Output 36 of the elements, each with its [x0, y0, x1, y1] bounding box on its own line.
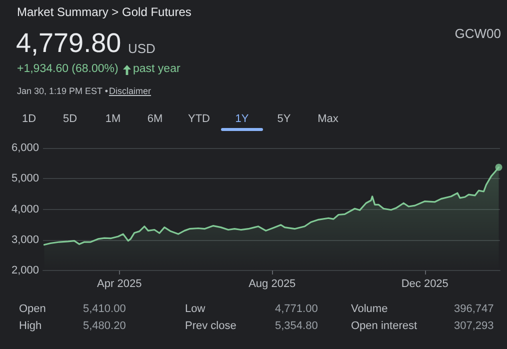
y-tick-label: 2,000 — [11, 264, 39, 276]
text: 5,480.20 — [83, 320, 126, 332]
text: Volume — [351, 303, 388, 315]
y-tick-label: 6,000 — [11, 142, 39, 154]
text: 6M — [147, 113, 163, 125]
text: Max — [318, 113, 338, 125]
text: 1Y — [235, 113, 249, 125]
x-tick-label: Dec 2025 — [401, 278, 448, 290]
text: Disclaimer — [109, 86, 152, 96]
text: 1D — [22, 113, 36, 125]
text: 1M — [105, 113, 121, 125]
y-tick-label: 4,000 — [11, 203, 39, 216]
text: Prev close — [185, 320, 236, 332]
text: Low — [185, 303, 206, 315]
text: GCW00 — [454, 26, 501, 41]
text: Open — [19, 303, 46, 315]
text: 4,771.00 — [275, 303, 318, 315]
text: 5,354.80 — [275, 320, 318, 332]
text: 307,293 — [454, 320, 494, 332]
text: 5,410.00 — [83, 303, 126, 315]
text: 5Y — [277, 113, 291, 125]
chart-title: Market Summary > Gold Futures — [17, 5, 192, 19]
text: +1,934.60 (68.00%) — [17, 63, 118, 75]
text: YTD — [188, 113, 210, 125]
text: 4,779.80 — [16, 28, 122, 59]
y-tick-label: 3,000 — [11, 234, 39, 246]
text: Jan 30, 1:19 PM EST • — [17, 86, 108, 96]
y-tick-label: 5,000 — [11, 172, 39, 185]
text: 5D — [62, 113, 78, 125]
text: past year — [133, 63, 180, 75]
text: USD — [128, 41, 156, 56]
text: 396,747 — [454, 303, 494, 315]
x-tick-label: Apr 2025 — [97, 278, 142, 290]
text: High — [19, 320, 42, 332]
text: Open interest — [351, 320, 418, 332]
x-tick-label: Aug 2025 — [248, 278, 296, 290]
